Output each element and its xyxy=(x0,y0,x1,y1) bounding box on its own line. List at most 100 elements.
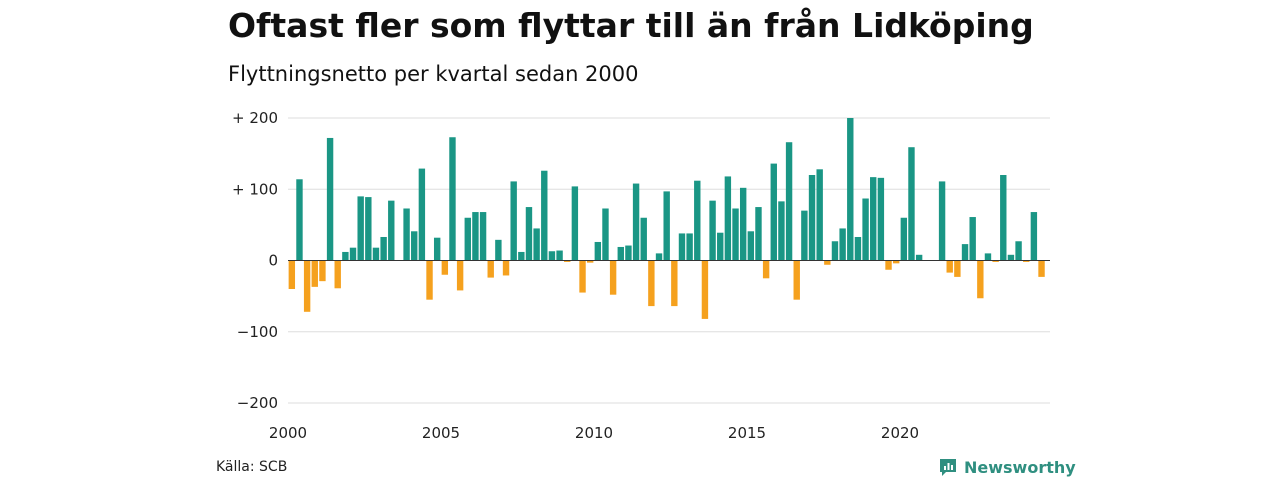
bar xyxy=(510,181,517,261)
bar xyxy=(808,175,816,261)
bar xyxy=(518,251,525,261)
bar xyxy=(793,260,800,300)
bar xyxy=(747,231,755,261)
x-tick-label: 2000 xyxy=(269,424,307,442)
bar xyxy=(609,260,617,295)
bar xyxy=(831,241,839,261)
brand-logo: Newsworthy xyxy=(938,457,1076,477)
bar xyxy=(1023,260,1030,262)
bar xyxy=(441,260,449,275)
bar xyxy=(303,260,311,312)
bar xyxy=(319,260,326,282)
bar xyxy=(984,253,992,261)
newsworthy-logo-icon xyxy=(940,459,956,476)
y-tick-label: 0 xyxy=(268,252,278,270)
bar xyxy=(456,260,464,291)
bar xyxy=(1015,241,1022,261)
bar xyxy=(663,191,670,261)
bar xyxy=(686,233,693,261)
bar xyxy=(701,260,709,319)
bar xyxy=(816,169,823,261)
bar xyxy=(1007,254,1015,261)
bar xyxy=(411,231,418,261)
bar xyxy=(1000,175,1007,261)
bar xyxy=(839,228,846,261)
bar xyxy=(525,207,533,261)
bar xyxy=(801,210,808,261)
bar xyxy=(365,197,372,261)
bar xyxy=(938,181,946,261)
bar xyxy=(571,186,579,261)
bar xyxy=(433,237,441,261)
bar xyxy=(824,260,831,265)
bar xyxy=(326,137,334,261)
bar xyxy=(449,137,456,261)
bar xyxy=(487,260,494,278)
bar xyxy=(288,260,296,289)
bar xyxy=(349,247,357,261)
bar xyxy=(969,217,976,261)
bar xyxy=(479,212,487,261)
bar xyxy=(388,200,395,261)
bar xyxy=(548,251,556,261)
bar xyxy=(464,217,471,261)
bar xyxy=(296,179,303,261)
bar xyxy=(694,180,701,261)
bar xyxy=(403,208,410,261)
bar xyxy=(900,217,908,261)
bar xyxy=(877,177,885,261)
bar xyxy=(357,196,364,261)
bar xyxy=(541,170,548,261)
x-tick-label: 2020 xyxy=(881,424,919,442)
bar xyxy=(342,251,349,261)
bar xyxy=(862,198,869,261)
x-tick-label: 2015 xyxy=(728,424,766,442)
bar xyxy=(915,254,923,261)
grid-lines xyxy=(288,117,1050,404)
bar xyxy=(1038,260,1045,277)
bar xyxy=(709,200,716,261)
bar xyxy=(785,142,793,261)
bar xyxy=(472,212,479,261)
bar xyxy=(847,118,854,261)
chart-title: Oftast fler som flyttar till än från Lid… xyxy=(228,6,1034,45)
bar xyxy=(640,217,647,261)
bar xyxy=(892,260,900,264)
y-tick-label: −100 xyxy=(237,323,278,341)
source-label: Källa: SCB xyxy=(216,459,288,475)
bar xyxy=(648,260,655,307)
bar xyxy=(770,163,777,261)
brand-name: Newsworthy xyxy=(964,457,1076,477)
bar xyxy=(678,233,686,261)
bar xyxy=(992,260,999,262)
bar xyxy=(655,253,663,261)
bar xyxy=(617,246,624,261)
y-tick-label: + 200 xyxy=(232,109,278,127)
bar xyxy=(724,176,732,261)
bar xyxy=(854,236,862,261)
bar xyxy=(334,260,341,289)
bar xyxy=(533,228,540,261)
bar xyxy=(908,147,915,261)
bar xyxy=(311,260,318,287)
bar xyxy=(502,260,510,276)
bar xyxy=(762,260,770,279)
bar xyxy=(418,168,426,261)
bar xyxy=(739,187,747,261)
bar xyxy=(671,260,678,307)
y-tick-label: + 100 xyxy=(232,180,278,198)
bar xyxy=(732,208,739,261)
x-tick-label: 2005 xyxy=(422,424,460,442)
bar xyxy=(372,247,380,261)
x-tick-label: 2010 xyxy=(575,424,613,442)
bar xyxy=(556,250,563,261)
bar xyxy=(602,208,609,261)
bar xyxy=(380,236,387,261)
bar xyxy=(977,260,984,299)
bar xyxy=(755,207,762,261)
axes: + 200 + 100 0 −100 −200 2000 2005 2010 2015 2020 xyxy=(232,109,1050,442)
bar xyxy=(778,201,785,261)
bar xyxy=(954,260,961,277)
bar xyxy=(885,260,892,270)
